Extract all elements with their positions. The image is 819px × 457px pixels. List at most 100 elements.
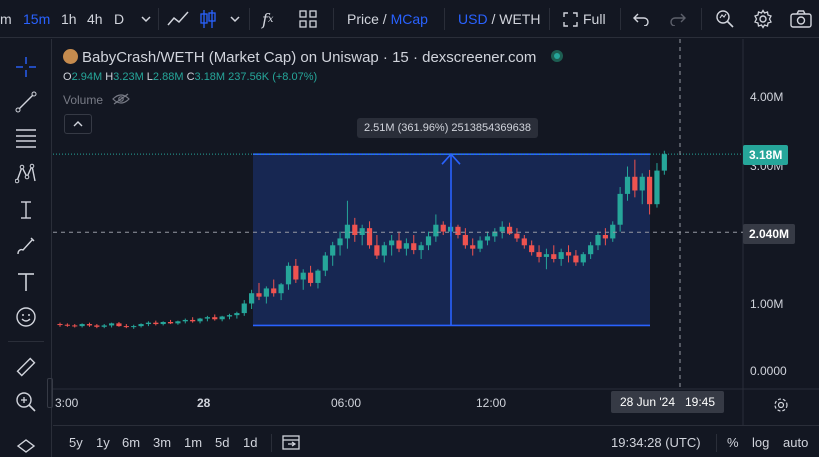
candle-body bbox=[455, 226, 461, 235]
candle-body bbox=[418, 245, 424, 251]
candle-body bbox=[595, 235, 601, 246]
candle-body bbox=[462, 235, 468, 246]
candle-body bbox=[396, 240, 402, 249]
candle-body bbox=[175, 321, 181, 324]
interval-m[interactable]: m bbox=[0, 11, 12, 27]
candle-body bbox=[315, 270, 321, 283]
candle-body bbox=[381, 245, 387, 256]
utc-clock[interactable]: 19:34:28 (UTC) bbox=[611, 434, 701, 450]
candle-body bbox=[639, 176, 645, 191]
emoji-icon[interactable] bbox=[12, 303, 40, 331]
fib-retracement-icon[interactable] bbox=[12, 124, 40, 152]
symbol-title: BabyCrash/WETH (Market Cap) on Uniswap ·… bbox=[82, 49, 537, 66]
line-chart-icon[interactable] bbox=[167, 0, 189, 38]
candle-body bbox=[190, 319, 196, 322]
candle-body bbox=[374, 245, 380, 256]
range-6m[interactable]: 6m bbox=[122, 434, 141, 450]
crosshair-icon[interactable] bbox=[12, 53, 40, 81]
ruler-icon[interactable] bbox=[12, 353, 40, 381]
time-tick: 06:00 bbox=[331, 396, 362, 410]
chart-type-dropdown-icon[interactable] bbox=[229, 0, 241, 38]
candle-body bbox=[617, 193, 623, 225]
last-price-tag: 3.18M bbox=[743, 145, 789, 165]
fullscreen-button[interactable]: Full bbox=[563, 0, 606, 38]
candle-body bbox=[558, 252, 564, 259]
candle-body bbox=[153, 322, 159, 325]
candle-body bbox=[610, 224, 616, 239]
candle-body bbox=[72, 325, 78, 327]
interval-dropdown-icon[interactable] bbox=[140, 0, 152, 38]
interval-15m[interactable]: 15m bbox=[23, 11, 51, 27]
range-1y[interactable]: 1y bbox=[96, 434, 110, 450]
candle-body bbox=[632, 176, 638, 191]
candle-body bbox=[602, 235, 608, 239]
axis-settings-icon[interactable] bbox=[773, 397, 789, 418]
legend-collapse-button[interactable] bbox=[64, 114, 92, 134]
candle-body bbox=[433, 224, 439, 237]
candle-body bbox=[580, 254, 586, 263]
goto-date-icon[interactable] bbox=[282, 426, 300, 457]
interval-4h[interactable]: 4h bbox=[87, 11, 103, 27]
candles-icon[interactable] bbox=[199, 0, 217, 38]
volume-legend: Volume bbox=[63, 93, 131, 107]
candle-body bbox=[470, 245, 476, 249]
range-1d[interactable]: 1d bbox=[243, 434, 258, 450]
price-toggle[interactable]: Price / MCap bbox=[347, 11, 428, 27]
chart-legend: BabyCrash/WETH (Market Cap) on Uniswap ·… bbox=[63, 49, 563, 66]
candle-body bbox=[499, 226, 505, 232]
range-1m[interactable]: 1m bbox=[184, 434, 203, 450]
candle-body bbox=[647, 176, 653, 205]
eye-hidden-icon[interactable] bbox=[112, 93, 131, 105]
prediction-icon[interactable] bbox=[12, 196, 40, 224]
range-5y[interactable]: 5y bbox=[69, 434, 83, 450]
range-3m[interactable]: 3m bbox=[153, 434, 172, 450]
candle-body bbox=[182, 319, 188, 322]
zoom-in-icon[interactable] bbox=[12, 388, 40, 416]
candle-body bbox=[352, 224, 358, 235]
candle-body bbox=[249, 293, 255, 304]
camera-icon[interactable] bbox=[790, 0, 812, 38]
ohlc-values: O2.94M H3.23M L2.88M C3.18M 237.56K (+8.… bbox=[63, 71, 318, 83]
candle-body bbox=[565, 252, 572, 256]
brush-icon[interactable] bbox=[12, 232, 40, 260]
pattern-icon[interactable] bbox=[12, 160, 40, 188]
interval-d[interactable]: D bbox=[114, 11, 125, 27]
magnet-icon[interactable] bbox=[12, 435, 40, 457]
layout-grid-icon[interactable] bbox=[299, 0, 317, 38]
token-avatar-icon bbox=[63, 49, 78, 64]
quick-search-icon[interactable] bbox=[715, 0, 735, 38]
currency-toggle[interactable]: USD / WETH bbox=[458, 11, 541, 27]
toolbar-collapse-handle[interactable] bbox=[47, 378, 53, 408]
mcap-toggle[interactable]: MCap bbox=[390, 11, 428, 27]
log-toggle[interactable]: log bbox=[752, 434, 770, 450]
candle-body bbox=[131, 326, 137, 328]
undo-icon[interactable] bbox=[632, 0, 650, 38]
percent-toggle[interactable]: % bbox=[727, 434, 739, 450]
interval-1h[interactable]: 1h bbox=[61, 11, 77, 27]
candle-body bbox=[212, 317, 218, 320]
candle-body bbox=[588, 245, 594, 255]
candle-body bbox=[425, 236, 432, 246]
candle-body bbox=[293, 265, 299, 280]
candle-body bbox=[624, 176, 631, 194]
chevron-up-icon bbox=[73, 121, 83, 127]
range-5d[interactable]: 5d bbox=[215, 434, 230, 450]
settings-gear-icon[interactable] bbox=[753, 0, 773, 38]
redo-icon[interactable] bbox=[669, 0, 687, 38]
candle-body bbox=[654, 170, 660, 205]
candle-body bbox=[337, 238, 343, 246]
candle-body bbox=[492, 231, 498, 237]
candle-body bbox=[322, 255, 328, 271]
candle-body bbox=[234, 313, 240, 316]
candle-body bbox=[101, 325, 107, 327]
trend-line-icon[interactable] bbox=[12, 88, 40, 116]
candle-body bbox=[411, 243, 417, 251]
candle-body bbox=[389, 240, 395, 246]
candle-body bbox=[536, 252, 542, 257]
candle-body bbox=[167, 321, 174, 324]
bottom-toolbar: 5y 1y 6m 3m 1m 5d 1d 19:34:28 (UTC) % lo… bbox=[53, 425, 819, 457]
auto-toggle[interactable]: auto bbox=[783, 434, 809, 450]
text-tool-icon[interactable] bbox=[12, 268, 40, 296]
